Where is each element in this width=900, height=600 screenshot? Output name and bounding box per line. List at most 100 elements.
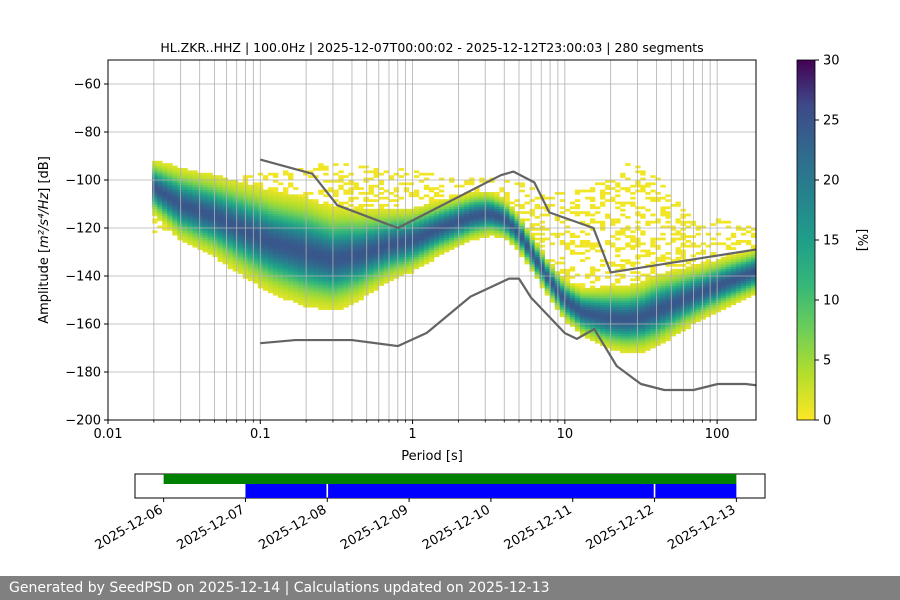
heatmap-cell bbox=[318, 244, 324, 248]
heatmap-cell bbox=[267, 187, 274, 190]
heatmap-cell bbox=[559, 304, 566, 308]
heatmap-cell bbox=[454, 232, 460, 236]
heatmap-cell bbox=[459, 199, 465, 202]
heatmap-cell bbox=[625, 242, 631, 246]
heatmap-cell bbox=[373, 237, 379, 241]
heatmap-cell bbox=[675, 321, 681, 325]
heatmap-cell bbox=[358, 240, 364, 243]
heatmap-cell bbox=[529, 252, 535, 255]
heatmap-cell bbox=[700, 312, 707, 315]
heatmap-cell bbox=[313, 276, 319, 279]
heatmap-cell bbox=[162, 204, 168, 207]
heatmap-cell bbox=[700, 271, 707, 274]
heatmap-cell bbox=[630, 261, 636, 265]
y-axis-label: Amplitude [m²/s⁴/Hz] [dB] bbox=[37, 156, 52, 324]
heatmap-cell bbox=[549, 283, 556, 286]
heatmap-cell bbox=[192, 220, 198, 224]
heatmap-cell bbox=[725, 244, 732, 248]
heatmap-cell bbox=[293, 201, 299, 205]
heatmap-cell bbox=[549, 264, 556, 267]
heatmap-cell bbox=[534, 271, 540, 274]
heatmap-cell bbox=[730, 295, 737, 298]
heatmap-cell bbox=[202, 232, 208, 236]
y-tick-label: −140 bbox=[65, 270, 101, 285]
heatmap-cell bbox=[162, 213, 168, 217]
heatmap-cell bbox=[695, 232, 701, 236]
heatmap-cell bbox=[338, 271, 344, 274]
heatmap-cell bbox=[288, 213, 294, 217]
heatmap-cell bbox=[574, 290, 581, 294]
heatmap-cell bbox=[635, 292, 641, 296]
noise-model-low bbox=[260, 277, 756, 392]
heatmap-cell bbox=[272, 273, 279, 277]
heatmap-cell bbox=[358, 261, 364, 265]
heatmap-cell bbox=[428, 230, 435, 234]
heatmap-cell bbox=[152, 201, 158, 205]
heatmap-cell bbox=[318, 242, 324, 246]
heatmap-cell bbox=[313, 285, 319, 289]
heatmap-cell bbox=[328, 290, 334, 294]
heatmap-cell bbox=[197, 189, 203, 193]
heatmap-cell bbox=[217, 220, 223, 224]
heatmap-cell bbox=[237, 189, 244, 193]
heatmap-cell bbox=[514, 220, 520, 224]
heatmap-cell bbox=[670, 283, 676, 286]
heatmap-cell bbox=[675, 283, 681, 286]
heatmap-cell bbox=[363, 261, 369, 265]
heatmap-cell bbox=[469, 223, 475, 226]
heatmap-cell bbox=[509, 232, 515, 236]
heatmap-cell bbox=[750, 261, 756, 265]
heatmap-cell bbox=[625, 300, 631, 303]
heatmap-cell bbox=[725, 247, 732, 250]
heatmap-cell bbox=[433, 220, 440, 224]
heatmap-cell bbox=[353, 244, 359, 248]
heatmap-cell bbox=[227, 264, 234, 267]
heatmap-cell bbox=[288, 211, 294, 214]
heatmap-cell bbox=[650, 280, 656, 284]
heatmap-cell bbox=[378, 280, 384, 284]
heatmap-cell bbox=[227, 256, 234, 260]
heatmap-cell bbox=[393, 259, 400, 262]
heatmap-cell bbox=[277, 259, 284, 262]
heatmap-cell bbox=[504, 211, 510, 214]
heatmap-cell bbox=[177, 175, 183, 178]
heatmap-cell bbox=[318, 307, 324, 310]
heatmap-cell bbox=[645, 254, 651, 258]
heatmap-cell bbox=[197, 230, 203, 234]
heatmap-cell bbox=[469, 194, 475, 198]
heatmap-cell bbox=[650, 252, 656, 255]
heatmap-cell bbox=[298, 264, 304, 267]
heatmap-cell bbox=[267, 206, 274, 210]
heatmap-cell bbox=[197, 223, 203, 226]
heatmap-cell bbox=[423, 261, 430, 265]
heatmap-cell bbox=[343, 244, 349, 248]
heatmap-cell bbox=[469, 199, 475, 202]
heatmap-cell bbox=[378, 278, 384, 282]
heatmap-cell bbox=[403, 242, 410, 246]
heatmap-cell bbox=[625, 340, 631, 344]
heatmap-cell bbox=[660, 290, 666, 294]
heatmap-cell bbox=[559, 292, 566, 296]
heatmap-cell bbox=[539, 268, 546, 272]
heatmap-cell bbox=[539, 271, 546, 274]
heatmap-cell bbox=[318, 189, 324, 193]
heatmap-cell bbox=[293, 208, 299, 212]
heatmap-cell bbox=[308, 232, 314, 236]
heatmap-cell bbox=[574, 316, 581, 320]
heatmap-cell bbox=[277, 201, 284, 205]
heatmap-cell bbox=[167, 211, 173, 214]
heatmap-cell bbox=[524, 232, 530, 236]
heatmap-cell bbox=[710, 280, 717, 284]
heatmap-cell bbox=[368, 290, 374, 294]
heatmap-cell bbox=[615, 333, 621, 337]
heatmap-cell bbox=[232, 228, 239, 231]
heatmap-cell bbox=[277, 216, 284, 219]
heatmap-cell bbox=[373, 266, 379, 270]
heatmap-cell bbox=[383, 252, 390, 255]
heatmap-cell bbox=[363, 273, 369, 277]
heatmap-cell bbox=[635, 278, 641, 282]
heatmap-cell bbox=[519, 228, 525, 231]
heatmap-cell bbox=[670, 300, 676, 303]
heatmap-cell bbox=[157, 211, 163, 214]
heatmap-cell bbox=[217, 235, 223, 238]
